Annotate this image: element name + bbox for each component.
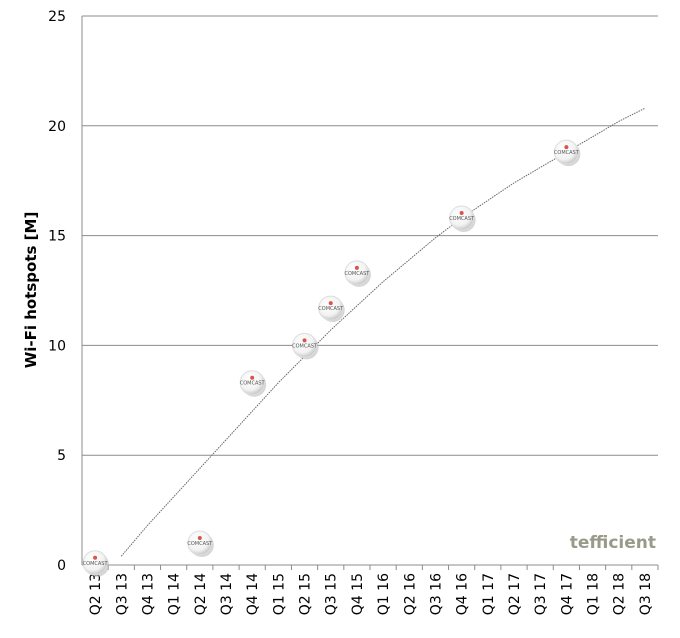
marker (318, 295, 344, 321)
y-axis-label: Wi-Fi hotspots [M] (22, 212, 40, 369)
marker-label: COMCAST (187, 541, 213, 547)
marker (344, 260, 370, 286)
marker-logo (328, 301, 333, 306)
marker (187, 530, 213, 556)
x-tick-label: Q3 14 (219, 573, 235, 615)
x-tick-label: Q4 17 (559, 573, 575, 615)
y-tick-label: 20 (48, 119, 66, 135)
marker (553, 139, 579, 165)
marker-label: COMCAST (554, 150, 580, 156)
x-tick-label: Q4 14 (245, 573, 261, 615)
y-tick-label: 25 (48, 9, 66, 25)
x-tick-label: Q1 14 (167, 573, 183, 615)
x-tick-label: Q1 17 (481, 573, 497, 615)
marker (82, 550, 108, 576)
marker-logo (302, 338, 307, 343)
marker-label: COMCAST (344, 271, 370, 277)
y-tick-label: 10 (48, 338, 66, 354)
x-tick-label: Q2 16 (402, 573, 418, 615)
marker-logo (197, 536, 202, 541)
x-tick-label: Q2 15 (298, 573, 314, 615)
x-tick-label: Q3 15 (324, 573, 340, 615)
x-tick-label: Q2 18 (612, 573, 628, 615)
x-tick-label: Q1 15 (271, 573, 287, 615)
marker-logo (564, 145, 569, 150)
y-tick-label: 5 (57, 448, 66, 464)
x-tick-label: Q4 13 (140, 573, 156, 615)
y-tick-label: 0 (57, 558, 66, 574)
marker-label: COMCAST (318, 306, 344, 312)
marker (239, 370, 265, 396)
x-tick-label: Q3 18 (638, 573, 654, 615)
x-tick-label: Q3 17 (533, 573, 549, 615)
x-tick-label: Q4 15 (350, 573, 366, 615)
x-tick-label: Q3 16 (428, 573, 444, 615)
x-tick-label: Q2 17 (507, 573, 523, 615)
marker (292, 332, 318, 358)
marker-logo (250, 375, 255, 380)
marker-logo (459, 211, 464, 216)
x-tick-label: Q1 16 (376, 573, 392, 615)
y-tick-label: 15 (48, 229, 66, 245)
trend-line (120, 107, 646, 557)
x-tick-label: Q2 13 (88, 573, 104, 615)
marker-label: COMCAST (292, 343, 318, 349)
marker-label: COMCAST (240, 381, 266, 387)
x-tick-label: Q2 14 (193, 573, 209, 615)
x-tick-label: Q3 13 (114, 573, 130, 615)
marker-label: COMCAST (449, 216, 475, 222)
watermark: tefficient (570, 533, 656, 553)
marker-logo (354, 265, 359, 270)
x-tick-label: Q4 16 (455, 573, 471, 615)
x-tick-label: Q1 18 (586, 573, 602, 615)
marker (449, 205, 475, 231)
marker-logo (93, 555, 98, 560)
marker-label: COMCAST (83, 561, 109, 567)
